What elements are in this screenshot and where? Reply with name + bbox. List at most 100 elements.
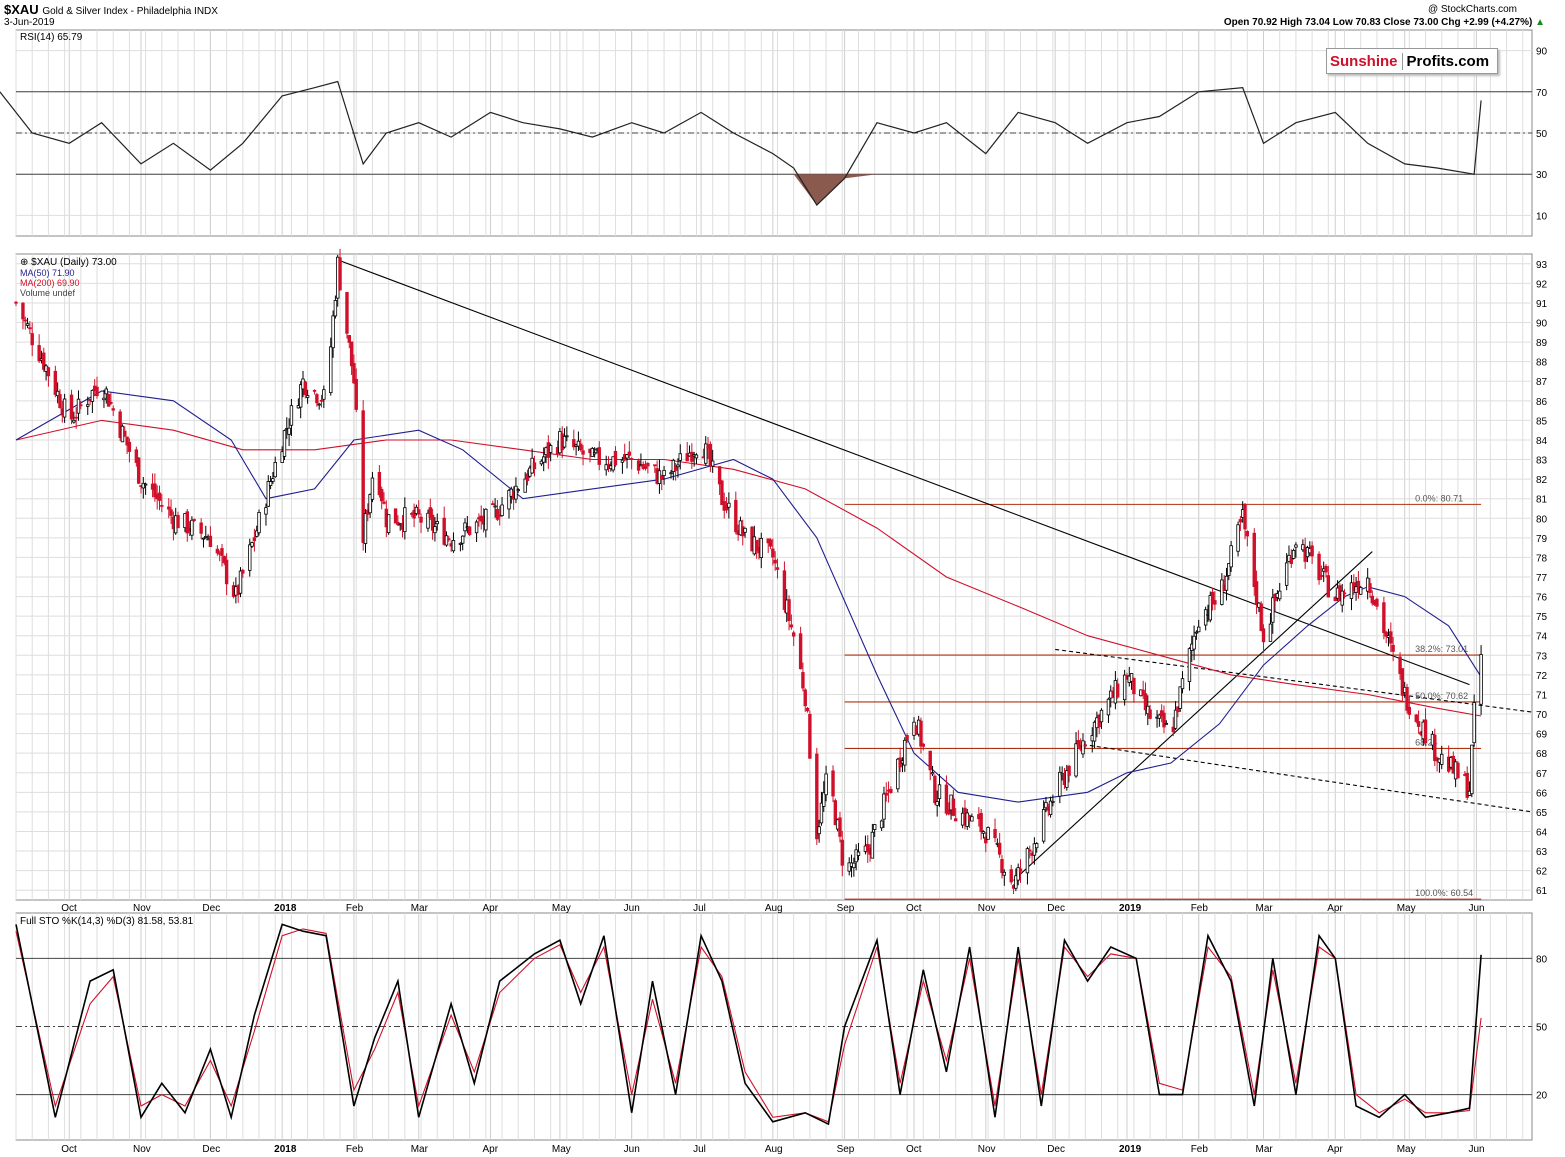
candle-body [1116, 683, 1120, 698]
candle-body [1284, 562, 1289, 586]
candle-body [1340, 590, 1344, 606]
candle-body [58, 394, 62, 408]
candle-body [1400, 668, 1405, 696]
candle-body [495, 508, 500, 520]
candle-body [1319, 575, 1324, 577]
candle-body [678, 453, 682, 461]
sto-x-tick-label-Mar: Mar [1256, 1144, 1274, 1155]
candle-body [271, 478, 275, 482]
price-y-tick-label: 87 [1536, 377, 1548, 388]
candle-body [215, 548, 220, 554]
price-y-tick-label: 71 [1536, 690, 1548, 701]
candle-body [685, 453, 689, 462]
fib-level-label: 100.0%: 60.54 [1415, 888, 1473, 898]
candle-body [1414, 714, 1418, 722]
candle-body [305, 395, 310, 398]
fib-level-label: 0.0%: 80.71 [1415, 493, 1463, 503]
candle-body [1440, 753, 1444, 765]
price-y-tick-label: 84 [1536, 436, 1548, 447]
candle-body [349, 341, 354, 367]
candle-body [768, 539, 773, 547]
candle-body [264, 507, 268, 515]
candle-body [1324, 566, 1328, 573]
x-tick-label-Apr: Apr [482, 903, 498, 914]
sto-x-tick-label-Nov: Nov [133, 1144, 151, 1155]
candle-body [345, 292, 349, 334]
sto-y-tick-label: 20 [1536, 1091, 1548, 1102]
candle-body [361, 410, 365, 543]
sto-legend: Full STO %K(14,3) %D(3) 81.58, 53.81 [20, 916, 194, 927]
candle-body [298, 384, 303, 408]
logo-part-profits: Profits.com [1401, 52, 1489, 70]
candle-body [903, 739, 907, 766]
candle-body [1067, 765, 1071, 776]
candle-body [160, 505, 164, 507]
sto-x-tick-label-Apr: Apr [482, 1144, 498, 1155]
sto-y-tick-label: 50 [1536, 1023, 1548, 1034]
candle-body [775, 567, 780, 570]
candle-body [625, 454, 629, 459]
price-y-tick-label: 64 [1536, 827, 1548, 838]
price-y-tick-label: 77 [1536, 573, 1548, 584]
candle-body [1213, 600, 1217, 605]
candle-body [106, 394, 111, 407]
candle-body [935, 801, 939, 806]
candle-body [484, 508, 488, 531]
candle-body [787, 599, 791, 621]
candle-body [412, 510, 416, 519]
candle-body [312, 389, 317, 392]
price-y-tick-label: 68 [1536, 749, 1548, 760]
candle-body [613, 450, 618, 466]
x-tick-label-Jul: Jul [693, 903, 706, 914]
x-tick-label-May: May [552, 903, 571, 914]
candle-body [1456, 762, 1460, 779]
candle-body [507, 490, 511, 510]
candle-body [252, 537, 257, 542]
candle-body [14, 301, 18, 304]
x-tick-label-Oct: Oct [61, 903, 77, 914]
candle-body [532, 462, 537, 470]
candle-body [896, 758, 900, 790]
candle-body [1203, 609, 1208, 626]
sto-x-tick-label-Oct: Oct [906, 1144, 922, 1155]
price-legend-ma200: MA(200) 69.90 [20, 278, 80, 288]
candle-body [516, 489, 520, 492]
candle-body [379, 489, 384, 502]
candle-body [606, 463, 611, 467]
sto-x-tick-label-2018: 2018 [274, 1144, 297, 1155]
candle-body [822, 792, 826, 807]
candle-body [1148, 709, 1152, 719]
candle-body [95, 386, 99, 397]
trendline-3 [1055, 648, 1533, 713]
candle-body [1180, 678, 1185, 690]
candle-body [1349, 582, 1354, 599]
sto-x-tick-label-May: May [1397, 1144, 1416, 1155]
sto-x-tick-label-Dec: Dec [202, 1144, 220, 1155]
candle-body [199, 522, 203, 534]
candle-body [620, 459, 625, 463]
candle-body [562, 435, 567, 448]
candle-body [167, 506, 171, 510]
price-y-tick-label: 90 [1536, 319, 1548, 330]
candle-body [604, 464, 608, 471]
price-y-tick-label: 80 [1536, 514, 1548, 525]
candle-body [1074, 743, 1078, 777]
candle-body [1143, 693, 1148, 711]
candle-body [363, 513, 368, 544]
candle-body [773, 559, 777, 564]
candle-body [500, 504, 504, 517]
candle-body [491, 503, 495, 506]
candle-body [819, 802, 824, 824]
candle-body [669, 472, 673, 475]
candle-body [801, 672, 805, 689]
candle-body [1002, 871, 1006, 876]
candle-body [322, 389, 326, 400]
candle-body [53, 370, 58, 395]
candle-body [690, 451, 694, 462]
quote-line: Open 70.92 High 73.04 Low 70.83 Close 73… [1224, 17, 1545, 28]
candle-body [708, 443, 713, 466]
candle-body [798, 633, 803, 670]
candle-body [370, 477, 375, 500]
candle-body [250, 542, 254, 547]
sto-x-tick-label-May: May [552, 1144, 571, 1155]
